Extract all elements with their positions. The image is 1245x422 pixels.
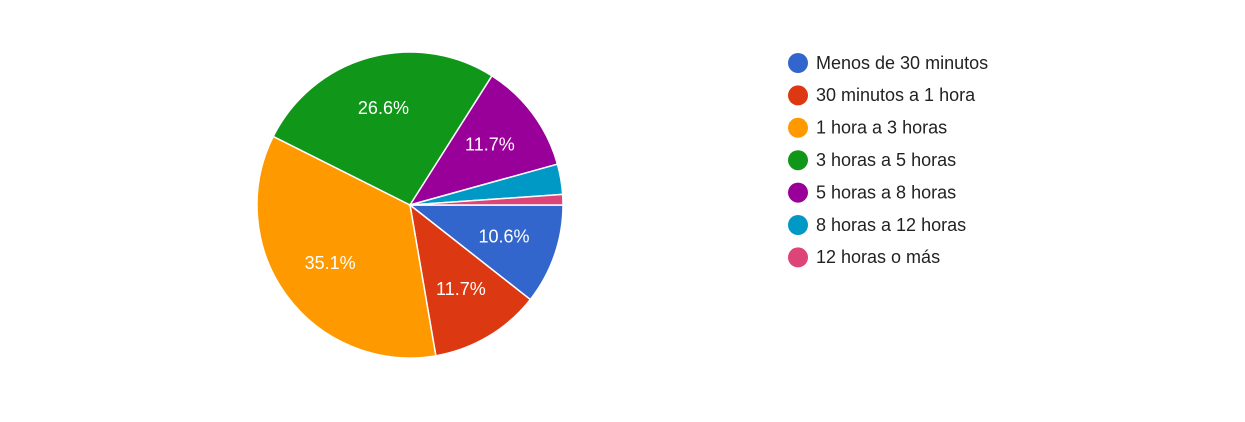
legend-swatch (788, 150, 808, 171)
legend-swatch (788, 85, 808, 106)
slice-label: 35.1% (305, 253, 356, 273)
pie-slice (408, 203, 532, 357)
legend-label: 3 horas a 5 horas (816, 150, 956, 170)
legend-swatch (788, 53, 808, 73)
slice-label: 11.7% (436, 279, 486, 299)
legend-label: 12 horas o más (816, 247, 940, 267)
slice-label: 26.6% (358, 98, 409, 118)
pie-slice (256, 135, 437, 359)
legend-swatch (788, 247, 808, 268)
legend-label: 30 minutos a 1 hora (816, 85, 976, 105)
legend-label: Menos de 30 minutos (816, 53, 988, 73)
slice-label: 10.6% (478, 226, 529, 246)
legend-label: 8 horas a 12 horas (816, 215, 966, 235)
legend-label: 5 horas a 8 horas (816, 182, 956, 202)
slice-label: 11.7% (465, 135, 515, 155)
legend-swatch (788, 215, 808, 235)
legend-swatch (788, 182, 808, 203)
legend-swatch (788, 117, 808, 138)
pie-slice (272, 51, 494, 206)
pie-slice (408, 74, 559, 207)
pie-slice (409, 193, 564, 206)
legend-label: 1 hora a 3 horas (816, 118, 947, 138)
pie-slice (407, 204, 564, 301)
